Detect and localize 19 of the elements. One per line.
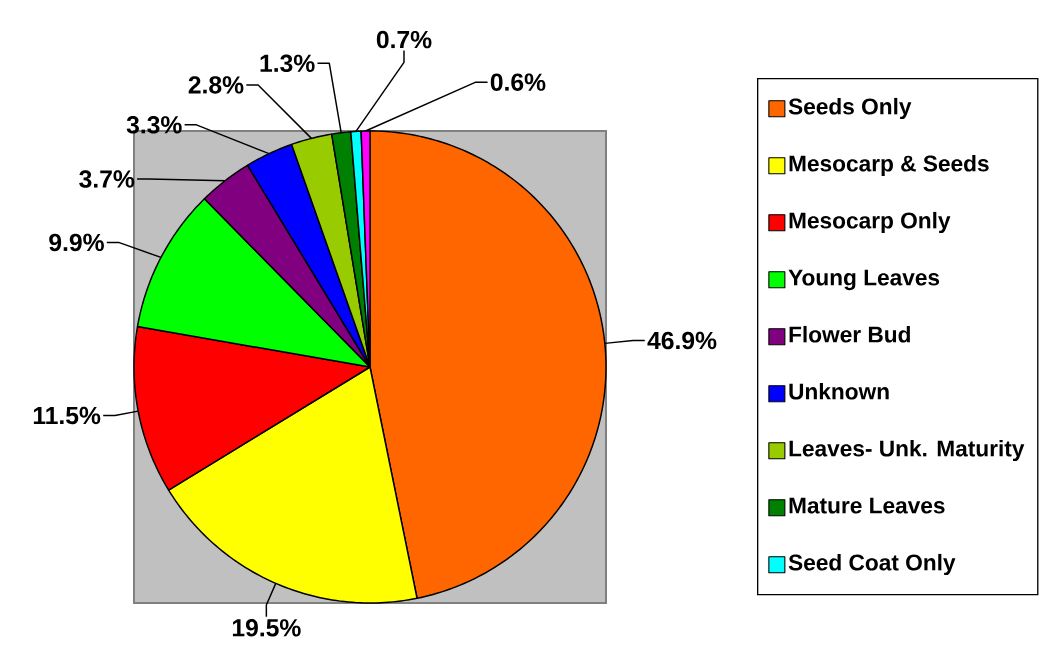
legend-label: Mesocarp Only [789, 211, 951, 234]
data-label: 9.9% [49, 233, 104, 252]
legend-label: Mesocarp & Seeds [789, 154, 989, 177]
data-label: 0.7% [376, 30, 432, 49]
legend-label: Young Leaves [788, 269, 940, 291]
legend-label: Mature Leaves [789, 497, 945, 514]
data-label: 0.6% [490, 73, 546, 91]
legend-label: Seed Coat Only [788, 553, 956, 576]
data-label: 3.7% [79, 170, 135, 188]
legend-label: Unknown [789, 382, 889, 400]
legend-label: Flower Bud [789, 325, 910, 343]
data-label: 2.8% [188, 76, 244, 94]
legend-label: Leaves- Unk. Maturity [789, 439, 1025, 462]
data-label: 3.3% [126, 116, 182, 134]
data-label: 19.5% [232, 619, 301, 637]
data-label: 46.9% [647, 331, 717, 350]
data-label: 1.3% [260, 54, 315, 73]
data-label: 11.5% [33, 406, 101, 425]
legend-label: Seeds Only [788, 97, 912, 120]
